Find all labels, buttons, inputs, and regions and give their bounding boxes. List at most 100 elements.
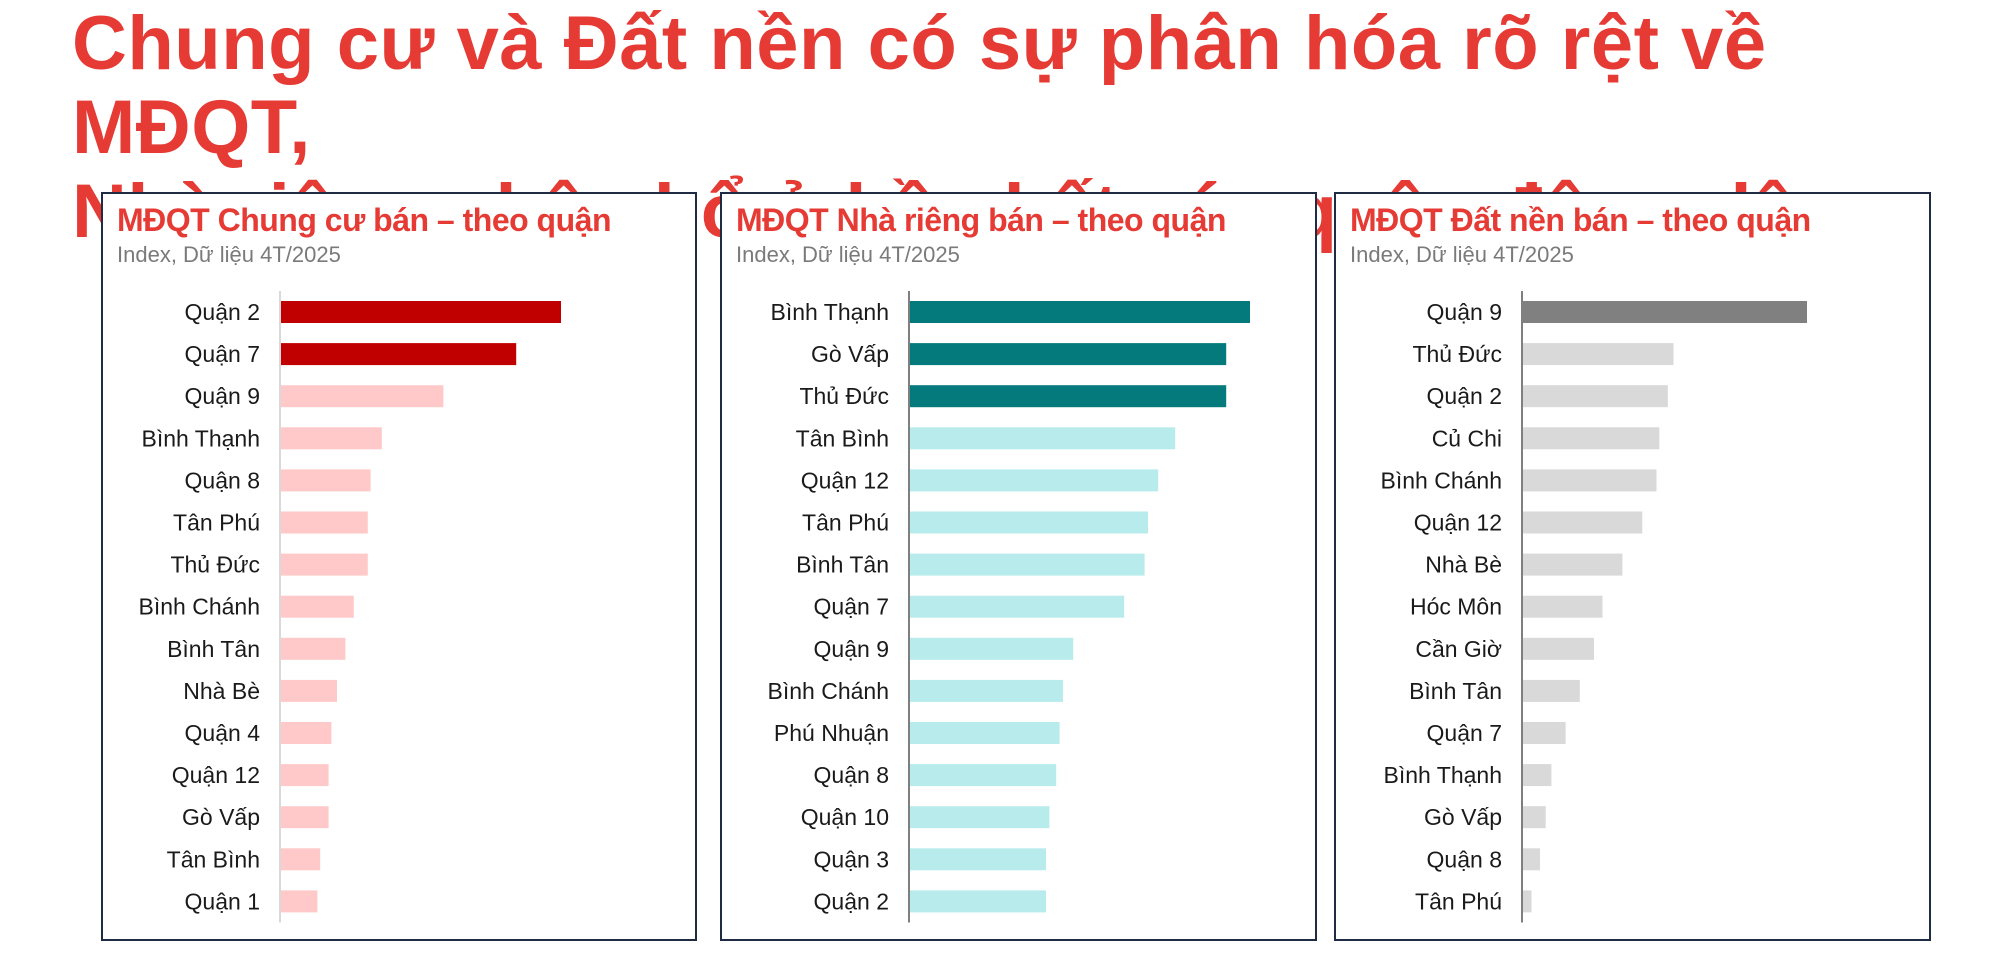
bar [910,511,1148,534]
category-label: Quận 8 [814,762,889,788]
bar-chart-dat-nen: Quận 9 Thủ Đức Quận 2 Củ Chi Bình Chánh Quận … [1381,290,1807,923]
bar [1523,806,1546,829]
bar [1523,848,1541,871]
category-label: Tân Phú [802,510,889,536]
bar [910,343,1227,366]
category-label: Bình Thạnh [770,299,889,325]
bar [281,722,332,744]
category-label: Bình Tân [167,636,260,662]
category-label: Tân Phú [1415,888,1502,914]
category-label: Củ Chi [1432,425,1502,451]
category-label: Bình Tân [1409,678,1502,704]
category-label: Bình Chánh [139,594,260,620]
bar [910,427,1176,450]
bar [281,343,517,366]
bar [1523,427,1660,450]
bar [910,890,1046,913]
category-label: Quận 9 [814,636,889,662]
category-label: Bình Tân [796,552,889,578]
bar [1523,890,1532,913]
category-label: Quận 8 [185,467,260,493]
category-label: Bình Thạnh [141,425,260,451]
bar-chart-nha-rieng: Bình Thạnh Gò Vấp Thủ Đức Tân Bình Quận 12 Tâ… [768,290,1250,923]
chart-title: MĐQT Chung cư bán – theo quận [117,202,611,238]
bar [1523,511,1643,534]
category-label: Quận 2 [1427,383,1502,409]
category-label: Quận 10 [801,804,889,830]
category-label: Bình Chánh [768,678,889,704]
category-label: Bình Thạnh [1383,762,1502,788]
bar [281,595,354,618]
category-label: Thủ Đức [799,383,889,409]
category-label: Quận 8 [1427,846,1502,872]
bar [910,848,1046,871]
chart-title: MĐQT Đất nền bán – theo quận [1350,202,1811,238]
bar [1523,764,1552,787]
category-label: Nhà Bè [1425,552,1502,578]
chart-subtitle: Index, Dữ liệu 4T/2025 [117,242,341,267]
category-label: Bình Chánh [1381,467,1502,493]
category-label: Quận 1 [185,888,260,914]
category-label: Tân Bình [167,846,260,872]
chart-panel-chung-cu: MĐQT Chung cư bán – theo quận Index, Dữ … [101,192,697,941]
category-label: Gò Vấp [182,804,260,830]
bar [910,595,1125,618]
category-label: Quận 12 [801,467,889,493]
category-label: Gò Vấp [1424,804,1502,830]
bar [910,637,1074,660]
headline-line-1: Chung cư và Đất nền có sự phân hóa rõ rệ… [72,1,1767,170]
bar [910,301,1250,323]
bar [281,553,368,576]
bar [910,806,1050,829]
category-label: Quận 7 [1427,720,1502,746]
bar [1523,469,1657,492]
category-label: Tân Phú [173,510,260,536]
bar [281,469,371,492]
bar [281,679,337,702]
category-label: Quận 9 [185,383,260,409]
chart-panel-dat-nen: MĐQT Đất nền bán – theo quận Index, Dữ l… [1334,192,1931,941]
category-label: Hóc Môn [1410,594,1502,620]
chart-title: MĐQT Nhà riêng bán – theo quận [736,202,1226,238]
category-label: Nhà Bè [183,678,260,704]
bar [1523,343,1674,366]
category-label: Thủ Đức [1412,341,1502,367]
category-label: Quận 2 [814,888,889,914]
bar [910,553,1145,576]
category-label: Gò Vấp [811,341,889,367]
category-label: Quận 3 [814,846,889,872]
bar [281,637,346,660]
bar-chart-chung-cu: Quận 2 Quận 7 Quận 9 Bình Thạnh Quận 8 Tân Ph… [139,290,561,923]
chart-panel-nha-rieng: MĐQT Nhà riêng bán – theo quận Index, Dữ… [720,192,1317,941]
category-label: Quận 4 [185,720,261,746]
bar [281,511,368,534]
bar [1523,385,1668,408]
category-label: Quận 12 [172,762,260,788]
bar [281,848,321,871]
bar [281,806,329,829]
category-label: Phú Nhuận [774,720,889,746]
category-label: Thủ Đức [170,552,260,578]
bar [1523,722,1566,744]
bar [281,890,318,913]
bar [1523,679,1580,702]
category-label: Quận 7 [814,594,889,620]
category-label: Quận 9 [1427,299,1502,325]
bar [281,301,561,323]
bar [281,764,329,787]
category-label: Tân Bình [796,425,889,451]
bar [1523,553,1623,576]
bar [1523,301,1807,323]
category-label: Quận 12 [1414,510,1502,536]
category-label: Quận 2 [185,299,260,325]
bar [910,469,1159,492]
bar [1523,595,1603,618]
category-label: Cần Giờ [1415,636,1502,662]
bar [910,764,1057,787]
chart-subtitle: Index, Dữ liệu 4T/2025 [736,242,960,267]
bar [910,679,1063,702]
bar [1523,637,1594,660]
bar [281,385,444,408]
bar [281,427,382,450]
category-label: Quận 7 [185,341,260,367]
